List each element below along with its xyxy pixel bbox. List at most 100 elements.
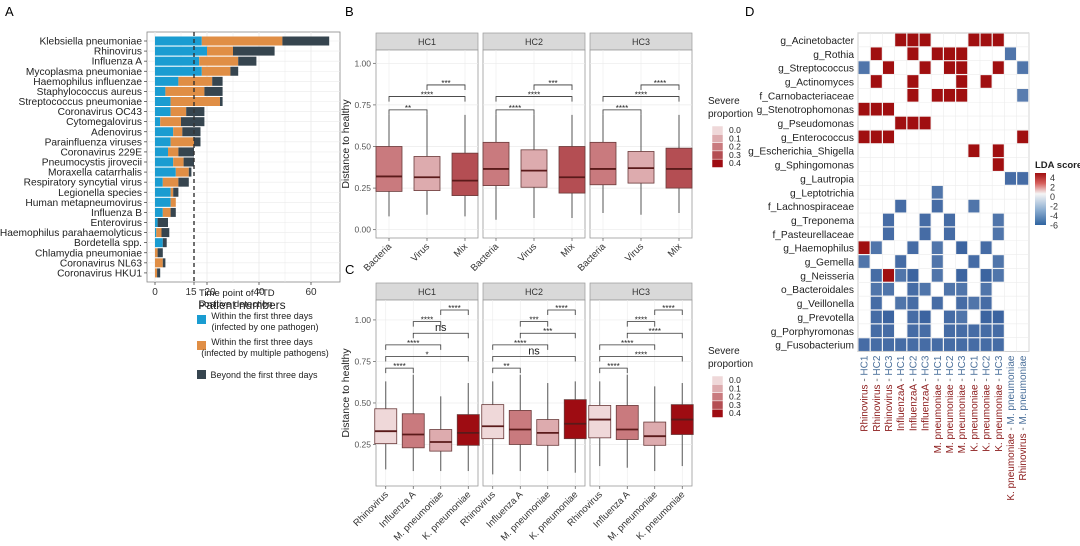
row-label: g_Sphingomonas — [775, 161, 854, 172]
column-label: M. pneumoniae - HC1 — [933, 355, 944, 453]
significance-label: **** — [616, 104, 628, 113]
y-tick-label: 0.75 — [354, 100, 371, 110]
column-label: M. pneumoniae - HC2 — [945, 355, 956, 453]
row-label: g_Pseudomonas — [778, 119, 854, 130]
heatmap-cell — [968, 144, 980, 158]
heatmap-cell — [870, 47, 882, 61]
heatmap-cell — [956, 282, 968, 296]
legend-entry: (infected by one pathogen) — [211, 322, 318, 332]
heatmap-cell — [1017, 89, 1029, 102]
bar-segment — [155, 228, 157, 238]
category-label: Staphylococcus aureus — [37, 87, 142, 98]
bar-segment — [170, 207, 176, 217]
heatmap-cell — [919, 213, 931, 227]
heatmap-cell — [870, 282, 882, 296]
y-tick-label: 0.00 — [354, 225, 371, 235]
legend-swatch — [711, 158, 724, 168]
x-tick-label: Mix — [452, 241, 470, 259]
category-label: Influenza B — [91, 208, 142, 219]
row-label: g_Gemella — [805, 258, 855, 269]
bar-segment — [155, 56, 200, 66]
bar-segment — [155, 238, 163, 248]
legend-entry: 0.4 — [729, 158, 741, 168]
row-label: g_Escherichia_Shigella — [748, 147, 854, 158]
heatmap-cell — [907, 47, 919, 61]
heatmap-cell — [1017, 172, 1029, 185]
bar-segment — [173, 127, 183, 137]
box — [588, 405, 612, 439]
bar-segment — [162, 238, 167, 248]
panel-label-b: B — [345, 4, 354, 19]
heatmap-cell — [870, 324, 882, 338]
heatmap-cell — [907, 89, 919, 102]
heatmap-cell — [944, 338, 955, 351]
legend-swatch — [197, 341, 206, 350]
significance-label: *** — [543, 327, 552, 336]
bar-segment — [199, 56, 239, 66]
heatmap-cell — [919, 33, 931, 47]
row-label: g_Actinomyces — [785, 77, 854, 88]
heatmap-cell — [883, 324, 894, 338]
heatmap-cell — [870, 269, 882, 282]
row-label: g_Enterococcus — [781, 133, 854, 144]
x-tick-label: 60 — [305, 287, 317, 298]
box — [451, 152, 479, 196]
significance-bracket — [492, 344, 549, 350]
heatmap-cell — [895, 269, 907, 282]
heatmap-cell — [944, 282, 955, 296]
bar-segment — [173, 187, 179, 197]
bar-segment — [155, 177, 163, 187]
heatmap-cell — [895, 116, 907, 130]
significance-label: **** — [635, 91, 647, 100]
bar-segment — [170, 197, 176, 207]
significance-label: ns — [528, 345, 540, 357]
x-tick-label: 15 — [185, 287, 197, 298]
legend-title: proportion — [708, 359, 753, 370]
bar-segment — [155, 147, 168, 157]
heatmap-cell — [883, 213, 894, 227]
column-label: InfluenzaA - HC2 — [908, 355, 919, 431]
significance-bracket — [492, 367, 521, 374]
category-label: Influenza A — [92, 57, 143, 68]
box — [508, 410, 532, 445]
facet-label: HC2 — [525, 37, 543, 47]
y-tick-label: 0.25 — [354, 183, 371, 193]
legend-swatch — [197, 315, 206, 324]
heatmap-cell — [931, 89, 943, 102]
bar-segment — [155, 157, 174, 167]
legend-swatch — [711, 125, 724, 135]
column-label: Rhinovirus - HC1 — [860, 355, 871, 432]
panel-label-a: A — [5, 4, 14, 19]
bar-segment — [282, 36, 330, 46]
legend-tick: -2 — [1050, 202, 1058, 212]
legend-colorbar — [1035, 173, 1046, 225]
heatmap-cell — [992, 213, 1004, 227]
bar-segment — [183, 157, 194, 167]
bar-segment — [170, 137, 194, 147]
facet-panel — [375, 299, 479, 487]
category-label: Pneumocystis jirovecii — [42, 158, 142, 169]
bar-segment — [182, 127, 201, 137]
heatmap-cell — [980, 269, 992, 282]
heatmap-cell — [883, 130, 894, 144]
column-label: K. pneumoniae - HC1 — [969, 355, 980, 452]
legend-entry: 0.3 — [729, 400, 741, 410]
heatmap-cell — [907, 75, 919, 88]
column-label: K. pneumoniae - HC2 — [982, 355, 993, 452]
significance-label: **** — [509, 104, 521, 113]
heatmap-cell — [870, 296, 882, 310]
bar-segment — [173, 157, 184, 167]
heatmap-cell — [992, 324, 1004, 338]
significance-bracket — [626, 321, 656, 327]
heatmap-cell — [992, 255, 1004, 268]
facet-label: HC1 — [418, 37, 436, 47]
significance-bracket — [533, 84, 573, 90]
heatmap-cell — [968, 199, 980, 213]
heatmap-cell — [858, 241, 870, 254]
legend-title: proportion — [708, 109, 753, 120]
heatmap-cell — [980, 282, 992, 296]
heatmap-cell — [870, 75, 882, 88]
box — [589, 141, 617, 186]
x-tick-label: Mix — [666, 241, 684, 259]
column-label: InfluenzaA - HC3 — [921, 355, 932, 431]
